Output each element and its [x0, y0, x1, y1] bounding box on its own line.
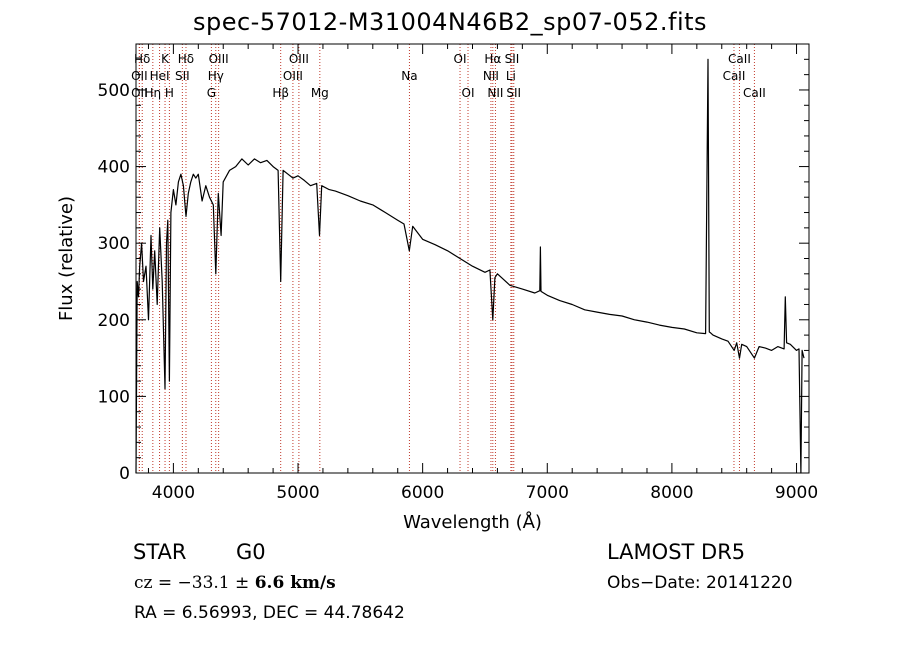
line-marker-label: CaII [743, 86, 766, 100]
line-marker-label: Li [506, 69, 516, 83]
x-tick-label: 7000 [526, 483, 569, 503]
x-tick-label: 6000 [401, 483, 444, 503]
cz-value: −33.1 [177, 573, 230, 593]
line-marker-label: CaII [723, 69, 746, 83]
cz-plusminus: ± [229, 573, 255, 593]
line-marker-label: SII [506, 86, 521, 100]
line-marker-label: NII [483, 69, 499, 83]
survey-label: LAMOST DR5 [607, 540, 746, 564]
line-marker-label: OIII [209, 52, 229, 66]
y-axis-label: Flux (relative) [56, 196, 77, 321]
y-tick-label: 200 [98, 311, 130, 331]
object-subclass: G0 [236, 540, 266, 564]
observation-date: Obs−Date: 20141220 [607, 573, 793, 593]
cz-error: 6.6 [254, 573, 285, 593]
cz-unit: km/s [284, 573, 336, 593]
y-tick-label: 500 [98, 81, 130, 101]
y-tick-label: 400 [98, 158, 130, 178]
y-tick-label: 100 [98, 387, 130, 407]
line-marker-label: SII [505, 52, 520, 66]
redshift-velocity: cz = −33.1 ± 6.6 km/s [134, 573, 336, 593]
line-marker-label: CaII [728, 52, 751, 66]
line-marker-label: Mg [311, 86, 329, 100]
cz-prefix: cz = [134, 573, 178, 593]
spectrum-line [135, 58, 805, 474]
line-marker-label: Hα [484, 52, 501, 66]
line-marker-label: OIII [283, 69, 303, 83]
line-marker-label: SII [175, 69, 190, 83]
line-marker-label: Hδ [134, 52, 150, 66]
y-tick-label: 300 [98, 234, 130, 254]
line-marker-label: K [161, 52, 170, 66]
line-marker-label: Hδ [178, 52, 194, 66]
line-marker-label: OIII [289, 52, 309, 66]
x-tick-label: 5000 [276, 483, 319, 503]
ra-dec-coordinates: RA = 6.56993, DEC = 44.78642 [134, 603, 405, 623]
line-marker-label: OI [462, 86, 475, 100]
line-marker-label: Hγ [208, 69, 224, 83]
x-axis-label: Wavelength (Å) [403, 511, 542, 533]
y-tick-label: 0 [119, 464, 130, 484]
x-tick-label: 9000 [775, 483, 818, 503]
x-tick-label: 8000 [650, 483, 693, 503]
line-marker-label: H [165, 86, 174, 100]
line-marker-label: Hβ [272, 86, 289, 100]
line-marker-label: G [207, 86, 216, 100]
line-marker-label: OII [131, 69, 148, 83]
line-marker-label: HeI [150, 69, 170, 83]
object-class: STAR [133, 540, 187, 564]
line-marker-label: NII [487, 86, 503, 100]
chart-title: spec-57012-M31004N46B2_sp07-052.fits [192, 8, 708, 36]
line-marker-label: OI [454, 52, 467, 66]
line-marker-label: OII [131, 86, 148, 100]
x-tick-label: 4000 [152, 483, 195, 503]
line-marker-label: Na [401, 69, 417, 83]
line-marker-label: Hη [145, 86, 162, 100]
